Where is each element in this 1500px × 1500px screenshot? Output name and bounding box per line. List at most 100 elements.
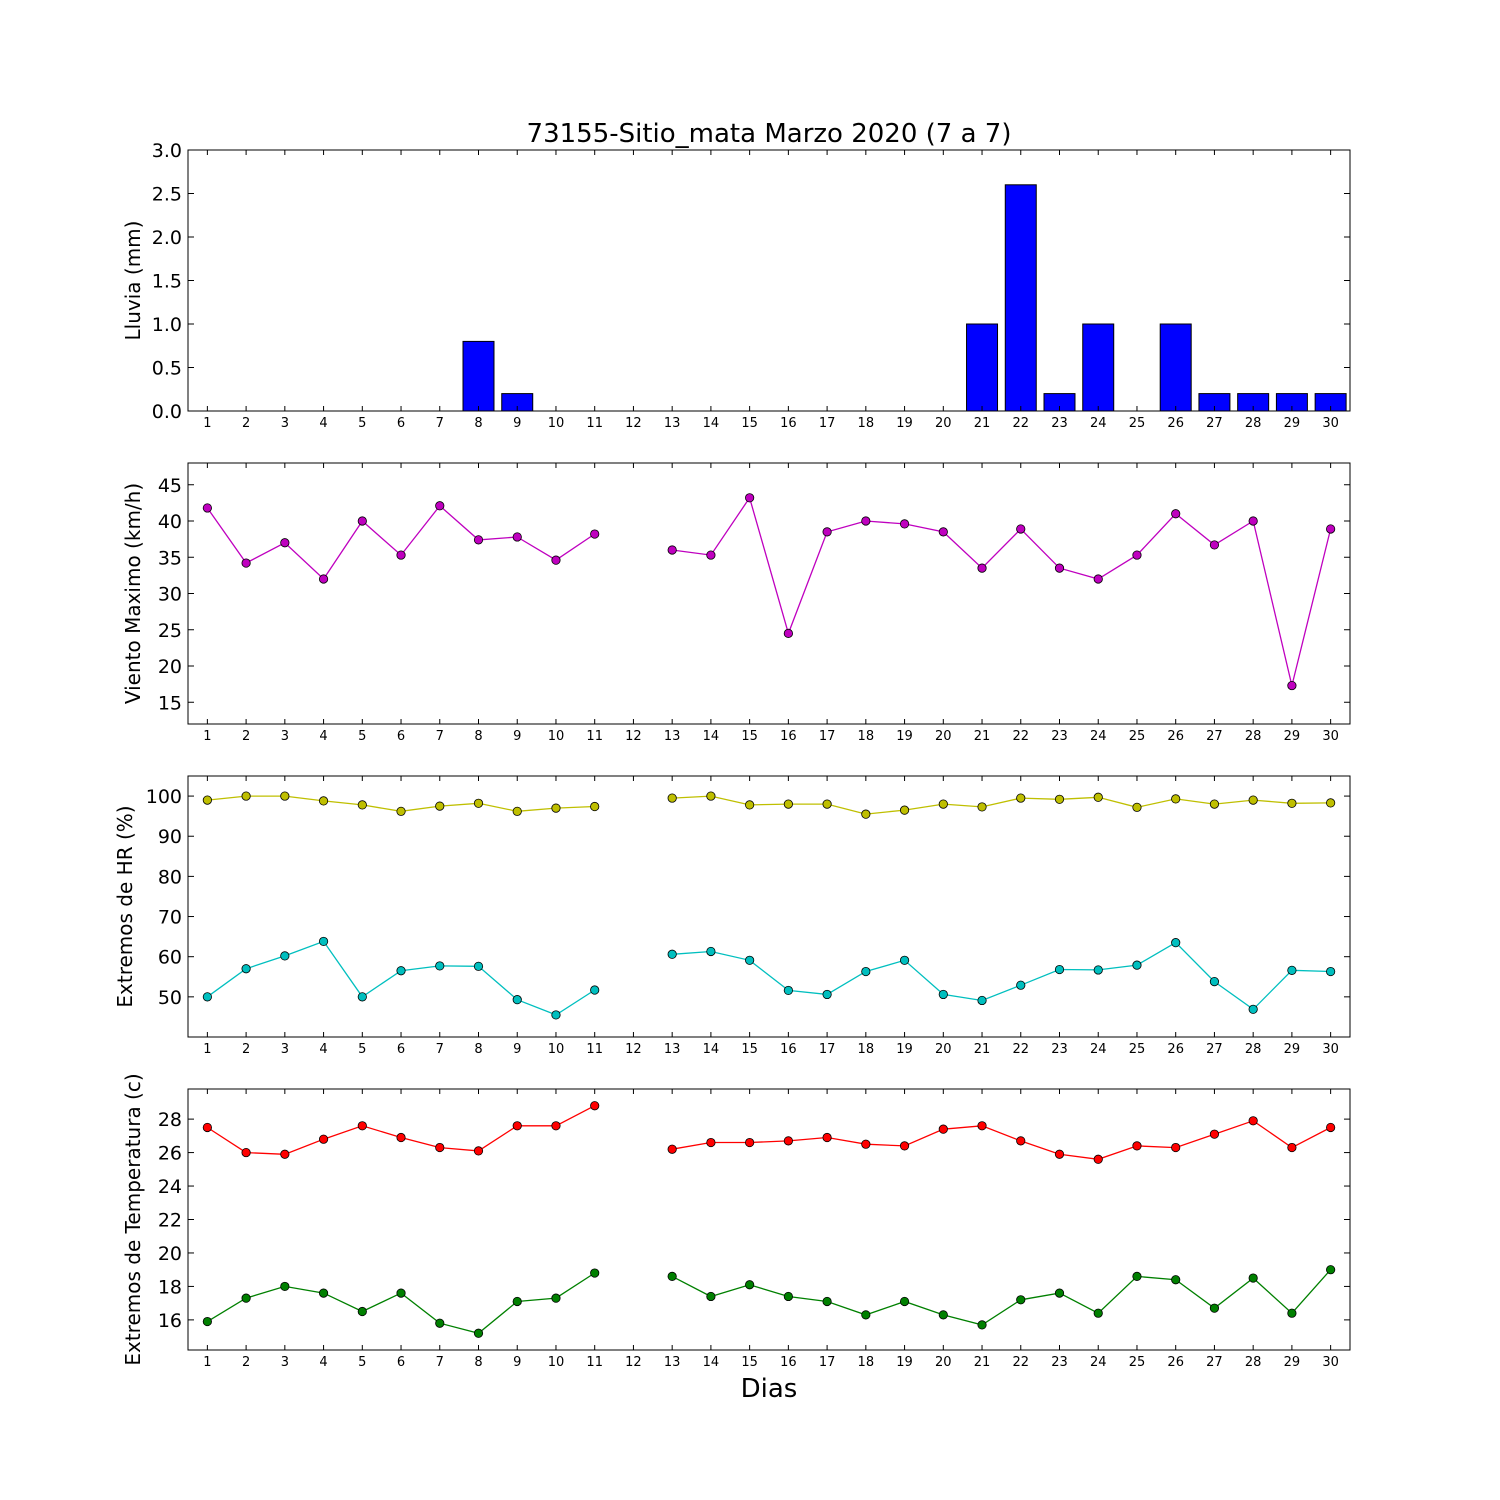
xtick-label: 7 — [436, 1355, 444, 1370]
xtick-label: 15 — [741, 729, 758, 744]
point-temperatura-s1-day-1 — [202, 1122, 212, 1133]
ytick-label: 0.0 — [152, 401, 182, 423]
point-temperatura-s1-day-30 — [1326, 1122, 1336, 1133]
point-hr-s2-day-26 — [1171, 938, 1181, 948]
ytick-label: 45 — [158, 475, 182, 497]
ytick-label: 16 — [158, 1310, 182, 1332]
xtick-label: 3 — [281, 729, 289, 744]
xtick-label: 10 — [548, 1355, 565, 1370]
point-hr-s1-day-18 — [861, 809, 871, 819]
xtick-label: 1 — [203, 416, 211, 431]
ytick-label: 3.0 — [152, 140, 182, 162]
point-temperatura-s2-day-11 — [590, 1268, 600, 1278]
point-viento-s1-day-28 — [1248, 516, 1258, 526]
xtick-label: 19 — [896, 729, 913, 744]
point-viento-s1-day-20 — [938, 527, 948, 537]
ytick-label: 20 — [158, 656, 182, 678]
xtick-label: 13 — [664, 416, 681, 431]
point-temperatura-s1-day-27 — [1209, 1129, 1220, 1139]
xtick-label: 1 — [203, 729, 211, 744]
point-hr-s2-day-20 — [938, 989, 948, 1000]
point-temperatura-s2-day-3 — [280, 1281, 290, 1292]
xtick-label: 26 — [1167, 729, 1184, 744]
xtick-label: 10 — [548, 1042, 565, 1057]
point-hr-s2-day-16 — [783, 985, 793, 996]
point-hr-s2-day-22 — [1016, 980, 1026, 990]
xtick-label: 11 — [586, 729, 603, 744]
xtick-label: 24 — [1090, 1355, 1107, 1370]
xtick-label: 8 — [474, 729, 482, 744]
xtick-label: 21 — [974, 416, 991, 431]
point-hr-s2-day-7 — [435, 961, 445, 971]
xtick-label: 7 — [436, 729, 444, 744]
point-temperatura-s2-day-13 — [667, 1271, 677, 1281]
point-temperatura-s1-day-13 — [667, 1144, 677, 1154]
bar-day-26 — [1159, 323, 1192, 412]
point-temperatura-s1-day-22 — [1016, 1136, 1026, 1146]
xtick-label: 3 — [281, 416, 289, 431]
point-temperatura-s2-day-9 — [512, 1296, 522, 1307]
point-hr-s1-day-19 — [899, 805, 910, 815]
xtick-label: 1 — [203, 1042, 211, 1057]
point-hr-s2-day-21 — [977, 995, 987, 1006]
point-hr-s2-day-15 — [745, 955, 755, 965]
point-hr-s1-day-22 — [1016, 793, 1026, 803]
point-temperatura-s2-day-17 — [822, 1296, 832, 1307]
point-temperatura-s1-day-26 — [1171, 1142, 1181, 1153]
point-hr-s1-day-7 — [435, 801, 445, 811]
xtick-label: 23 — [1051, 1355, 1068, 1370]
xtick-label: 11 — [586, 1042, 603, 1057]
point-hr-s2-day-30 — [1326, 966, 1336, 977]
point-viento-s1-day-7 — [435, 501, 445, 511]
xtick-label: 25 — [1129, 729, 1146, 744]
point-temperatura-s1-day-6 — [396, 1132, 406, 1143]
point-viento-s1-day-6 — [396, 550, 406, 560]
xtick-label: 2 — [242, 729, 250, 744]
xtick-label: 14 — [703, 1042, 720, 1057]
xtick-label: 22 — [1012, 416, 1029, 431]
bar-day-24 — [1082, 323, 1115, 412]
xtick-label: 10 — [548, 729, 565, 744]
point-temperatura-s2-day-14 — [706, 1291, 716, 1302]
point-temperatura-s1-day-25 — [1132, 1141, 1142, 1151]
xtick-label: 30 — [1322, 729, 1339, 744]
point-hr-s2-day-23 — [1054, 964, 1065, 975]
point-temperatura-s1-day-17 — [822, 1132, 832, 1143]
xtick-label: 12 — [625, 416, 642, 431]
xtick-label: 4 — [319, 729, 327, 744]
xtick-label: 20 — [935, 416, 952, 431]
point-hr-s1-day-16 — [783, 799, 793, 809]
xtick-label: 30 — [1322, 1355, 1339, 1370]
xtick-label: 6 — [397, 416, 405, 431]
point-temperatura-s1-day-4 — [318, 1134, 329, 1144]
point-hr-s2-day-14 — [706, 946, 716, 957]
xtick-label: 9 — [513, 729, 521, 744]
xtick-label: 6 — [397, 1355, 405, 1370]
xtick-label: 25 — [1129, 1042, 1146, 1057]
ytick-label: 2.5 — [152, 184, 182, 206]
chart-title: 73155-Sitio_mata Marzo 2020 (7 a 7) — [527, 119, 1012, 149]
point-temperatura-s2-day-21 — [977, 1320, 987, 1330]
ytick-label: 30 — [158, 584, 182, 606]
point-hr-s1-day-27 — [1209, 799, 1220, 809]
xtick-label: 14 — [703, 729, 720, 744]
point-viento-s1-day-23 — [1054, 563, 1065, 573]
point-temperatura-s1-day-3 — [280, 1149, 290, 1159]
point-hr-s1-day-17 — [822, 799, 832, 809]
ytick-label: 70 — [158, 907, 182, 929]
xtick-label: 21 — [974, 1355, 991, 1370]
point-viento-s1-day-5 — [357, 516, 367, 526]
point-hr-s1-day-10 — [551, 803, 561, 813]
point-temperatura-s1-day-18 — [861, 1139, 871, 1149]
point-hr-s2-day-6 — [396, 966, 406, 976]
ytick-label: 25 — [158, 620, 182, 642]
xtick-label: 9 — [513, 1042, 521, 1057]
ytick-label: 2.0 — [152, 227, 182, 249]
xtick-label: 16 — [780, 416, 797, 431]
point-hr-s2-day-19 — [899, 955, 910, 965]
point-viento-s1-day-26 — [1171, 509, 1181, 519]
point-viento-s1-day-25 — [1132, 550, 1142, 560]
xtick-label: 20 — [935, 729, 952, 744]
point-temperatura-s1-day-15 — [745, 1137, 755, 1148]
point-viento-s1-day-9 — [512, 532, 522, 542]
